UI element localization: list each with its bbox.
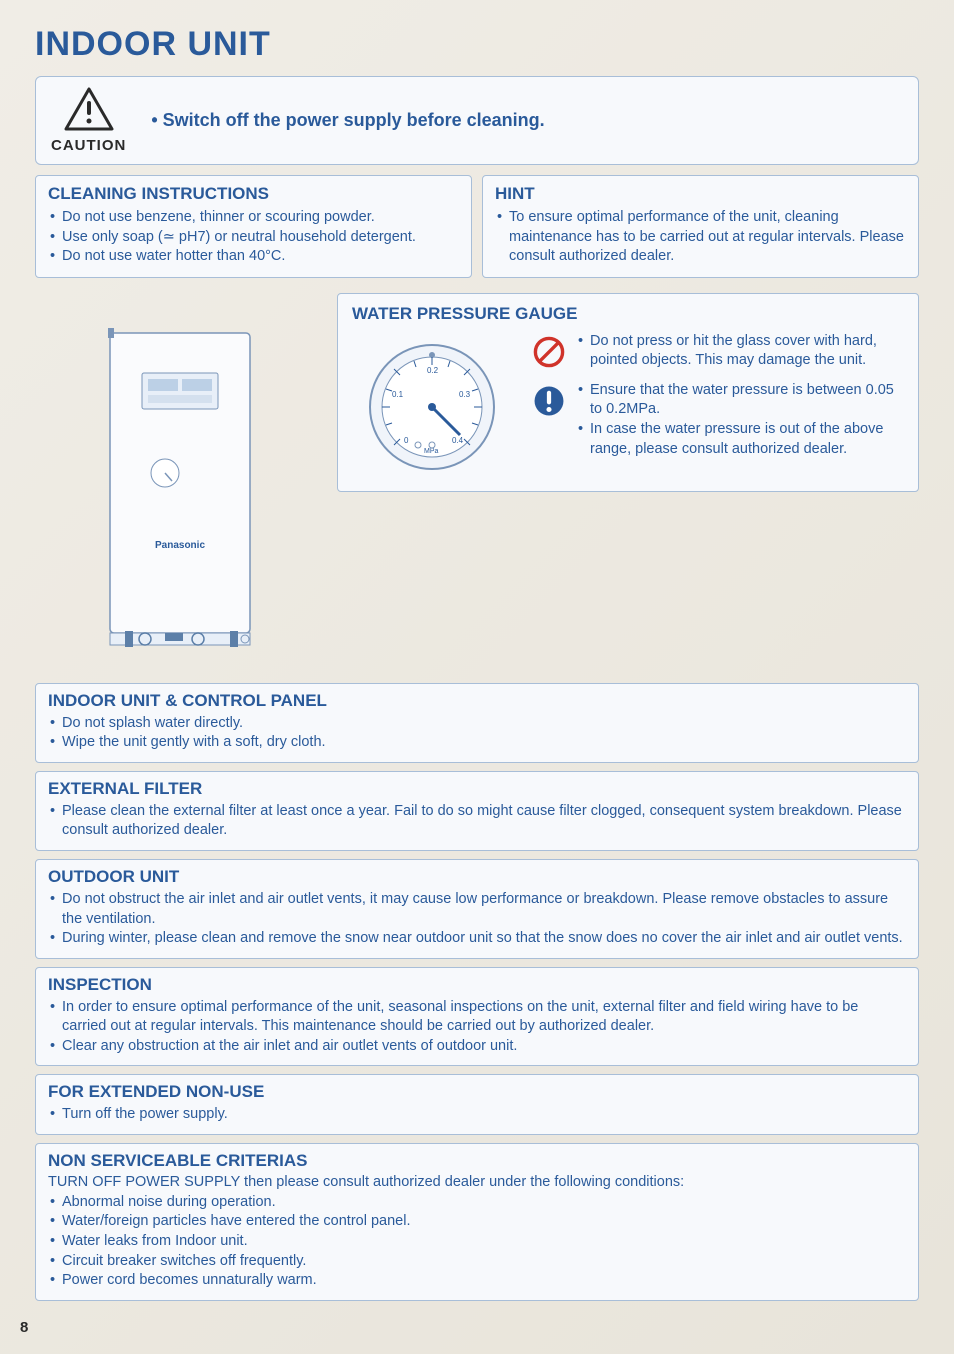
list-item: Do not use benzene, thinner or scouring … <box>48 208 459 228</box>
cleaning-box: CLEANING INSTRUCTIONS Do not use benzene… <box>35 175 472 278</box>
svg-text:MPa: MPa <box>424 448 439 455</box>
section-title: INSPECTION <box>48 975 906 995</box>
caution-box: CAUTION • Switch off the power supply be… <box>35 76 919 165</box>
cleaning-title: CLEANING INSTRUCTIONS <box>48 184 459 204</box>
svg-text:0.4: 0.4 <box>452 436 464 445</box>
list-item: Water leaks from Indoor unit. <box>48 1232 906 1252</box>
section-title: EXTERNAL FILTER <box>48 779 906 799</box>
inspection-section: INSPECTION In order to ensure optimal pe… <box>35 967 919 1067</box>
list-item: Clear any obstruction at the air inlet a… <box>48 1037 906 1057</box>
gauge-box: WATER PRESSURE GAUGE <box>337 293 919 492</box>
indoor-unit-illustration: Panasonic <box>35 293 325 673</box>
cleaning-list: Do not use benzene, thinner or scouring … <box>48 208 459 267</box>
list-item: Water/foreign particles have entered the… <box>48 1212 906 1232</box>
gauge-illustration: 0 0.1 0.2 0.3 0.4 MPa <box>352 332 512 477</box>
svg-text:0: 0 <box>404 436 409 445</box>
list-item: To ensure optimal performance of the uni… <box>495 208 906 267</box>
svg-text:0.3: 0.3 <box>459 390 471 399</box>
list-item: Circuit breaker switches off frequently. <box>48 1252 906 1272</box>
hint-box: HINT To ensure optimal performance of th… <box>482 175 919 278</box>
caution-label: CAUTION <box>51 137 126 154</box>
nonservice-lead: TURN OFF POWER SUPPLY then please consul… <box>48 1174 906 1190</box>
caution-text: • Switch off the power supply before cle… <box>151 110 544 131</box>
list-item: Power cord becomes unnaturally warm. <box>48 1271 906 1291</box>
section-title: INDOOR UNIT & CONTROL PANEL <box>48 691 906 711</box>
gauge-row: Panasonic WATER PRESSURE GAUGE <box>35 293 919 673</box>
list-item: Please clean the external filter at leas… <box>48 802 906 841</box>
list-item: Ensure that the water pressure is betwee… <box>576 381 904 420</box>
outdoor-unit-section: OUTDOOR UNIT Do not obstruct the air inl… <box>35 859 919 959</box>
external-filter-section: EXTERNAL FILTER Please clean the externa… <box>35 771 919 851</box>
indoor-unit-panel-section: INDOOR UNIT & CONTROL PANEL Do not splas… <box>35 683 919 763</box>
section-title: NON SERVICEABLE CRITERIAS <box>48 1151 906 1171</box>
section-title: FOR EXTENDED NON-USE <box>48 1082 906 1102</box>
page-title: INDOOR UNIT <box>35 25 919 64</box>
list-item: Do not press or hit the glass cover with… <box>576 332 904 371</box>
brand-label: Panasonic <box>155 540 205 551</box>
list-item: In case the water pressure is out of the… <box>576 420 904 459</box>
nonservice-section: NON SERVICEABLE CRITERIAS TURN OFF POWER… <box>35 1143 919 1301</box>
nonuse-section: FOR EXTENDED NON-USE Turn off the power … <box>35 1074 919 1135</box>
svg-text:0.1: 0.1 <box>392 390 404 399</box>
list-item: Do not use water hotter than 40°C. <box>48 247 459 267</box>
hint-title: HINT <box>495 184 906 204</box>
list-item: In order to ensure optimal performance o… <box>48 998 906 1037</box>
gauge-notes: Do not press or hit the glass cover with… <box>532 332 904 477</box>
list-item: Do not splash water directly. <box>48 714 906 734</box>
cleaning-hint-row: CLEANING INSTRUCTIONS Do not use benzene… <box>35 175 919 278</box>
list-item: Wipe the unit gently with a soft, dry cl… <box>48 733 906 753</box>
caution-triangle-icon <box>64 87 114 132</box>
warning-icon <box>532 384 566 418</box>
hint-list: To ensure optimal performance of the uni… <box>495 208 906 267</box>
caution-icon-wrap: CAUTION <box>51 87 126 154</box>
section-title: OUTDOOR UNIT <box>48 867 906 887</box>
list-item: During winter, please clean and remove t… <box>48 929 906 949</box>
gauge-title: WATER PRESSURE GAUGE <box>352 304 904 324</box>
page-number: 8 <box>20 1319 28 1336</box>
list-item: Use only soap (≃ pH7) or neutral househo… <box>48 228 459 248</box>
list-item: Do not obstruct the air inlet and air ou… <box>48 890 906 929</box>
svg-text:0.2: 0.2 <box>427 366 439 375</box>
list-item: Abnormal noise during operation. <box>48 1193 906 1213</box>
list-item: Turn off the power supply. <box>48 1105 906 1125</box>
prohibit-icon <box>532 335 566 369</box>
